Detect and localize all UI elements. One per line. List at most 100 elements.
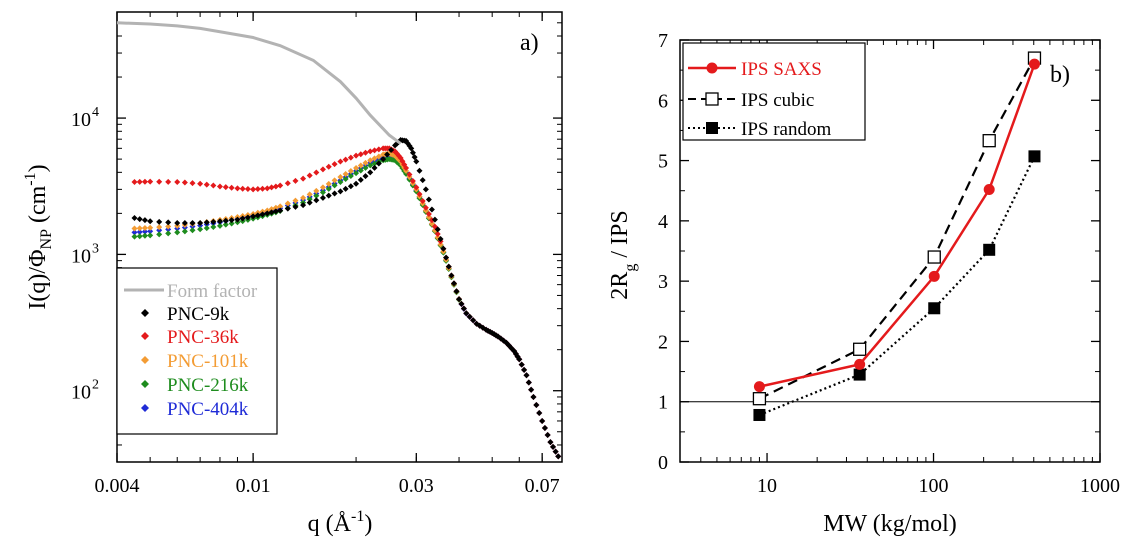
- data-point-pnc-9k: [264, 210, 271, 217]
- data-point-pnc-36k: [409, 177, 416, 184]
- data-point-pnc-9k: [131, 214, 138, 221]
- data-point-pnc-101k: [313, 187, 320, 194]
- panel-b-label: b): [1050, 62, 1070, 88]
- data-point-pnc-36k: [181, 179, 188, 186]
- data-point-pnc-9k: [244, 214, 251, 221]
- data-point-pnc-216k: [331, 182, 338, 189]
- data-point-pnc-404k: [136, 228, 143, 235]
- data-point-pnc-36k: [357, 151, 364, 158]
- panel-a-y-tick-label: 10: [71, 245, 91, 267]
- data-point-pnc-9k: [197, 219, 204, 226]
- data-point-pnc-9k: [181, 219, 188, 226]
- panel-a-label: a): [520, 30, 539, 56]
- legend-pnc-101k-label: PNC-101k: [167, 351, 249, 372]
- data-point-pnc-216k: [174, 229, 181, 236]
- data-point-pnc-9k: [460, 305, 467, 312]
- data-point-pnc-36k: [367, 148, 374, 155]
- data-point-pnc-9k: [523, 372, 530, 379]
- data-point-pnc-101k: [331, 177, 338, 184]
- data-point-pnc-101k: [277, 203, 284, 210]
- data-point-pnc-9k: [239, 215, 246, 222]
- data-point-pnc-36k: [331, 161, 338, 168]
- data-point-pnc-9k: [357, 176, 364, 183]
- data-point-pnc-9k: [272, 208, 279, 215]
- data-point-pnc-9k: [371, 164, 378, 171]
- data-point-pnc-36k: [131, 178, 138, 185]
- data-point-pnc-9k: [528, 386, 535, 393]
- panel-a-y-tick-exponent: 3: [92, 241, 99, 256]
- data-point-pnc-9k: [550, 443, 557, 450]
- data-point-pnc-216k: [131, 233, 138, 240]
- data-point-pnc-36k: [174, 178, 181, 185]
- data-point-pnc-36k: [313, 169, 320, 176]
- data-point-pnc-9k: [547, 439, 554, 446]
- data-point-ips-saxs: [753, 381, 765, 393]
- data-point-pnc-216k: [203, 225, 210, 232]
- data-point-pnc-36k: [337, 158, 344, 165]
- data-point-pnc-216k: [228, 220, 235, 227]
- data-point-pnc-9k: [448, 272, 455, 279]
- data-point-pnc-9k: [443, 254, 450, 261]
- data-point-pnc-9k: [375, 160, 382, 167]
- data-point-pnc-36k: [216, 183, 223, 190]
- panel-b: 10 100 1000 0 1 2 3 4 5 6 7 b) 2Rg / IPS MW (kg/mo…: [607, 30, 1120, 537]
- data-point-pnc-9k: [525, 379, 532, 386]
- data-point-pnc-101k: [347, 168, 354, 175]
- data-point-pnc-101k: [141, 224, 148, 231]
- panel-a-x-tick-label: 0.01: [236, 475, 271, 497]
- data-point-pnc-36k: [203, 181, 210, 188]
- data-point-pnc-36k: [422, 204, 429, 211]
- data-point-pnc-9k: [552, 448, 559, 455]
- data-point-pnc-36k: [416, 191, 423, 198]
- data-point-pnc-216k: [313, 192, 320, 199]
- data-point-pnc-9k: [319, 194, 326, 201]
- data-point-pnc-9k: [228, 217, 235, 224]
- data-point-pnc-101k: [337, 173, 344, 180]
- data-point-pnc-9k: [431, 216, 438, 223]
- data-point-pnc-36k: [413, 184, 420, 191]
- data-point-pnc-216k: [210, 223, 217, 230]
- data-point-ips-saxs: [983, 184, 995, 196]
- data-point-pnc-36k: [434, 230, 441, 237]
- data-point-pnc-9k: [342, 185, 349, 192]
- series-ips-saxs: [753, 58, 1040, 393]
- data-point-pnc-101k: [362, 159, 369, 166]
- panel-a-x-tick-label: 0.03: [399, 475, 434, 497]
- panel-b-y-tick-label: 4: [658, 211, 668, 233]
- data-point-pnc-9k: [434, 226, 441, 233]
- panel-b-y-tick-label: 1: [658, 392, 668, 414]
- data-point-pnc-9k: [250, 213, 257, 220]
- data-point-pnc-36k: [342, 156, 349, 163]
- data-point-pnc-101k: [147, 224, 154, 231]
- data-point-pnc-9k: [367, 169, 374, 176]
- data-point-pnc-101k: [353, 165, 360, 172]
- data-point-pnc-9k: [533, 401, 540, 408]
- data-point-pnc-216k: [147, 232, 154, 239]
- legend-pnc-36k-label: PNC-36k: [167, 327, 239, 348]
- data-point-pnc-9k: [210, 218, 217, 225]
- data-point-pnc-36k: [165, 178, 172, 185]
- data-point-pnc-9k: [530, 393, 537, 400]
- data-point-pnc-36k: [254, 186, 261, 193]
- data-point-pnc-36k: [272, 183, 279, 190]
- data-point-pnc-36k: [419, 197, 426, 204]
- panel-a-x-axis-title: q (Å-1): [308, 508, 373, 537]
- data-point-pnc-9k: [413, 158, 420, 165]
- panel-a-y-tick-exponent: 4: [92, 105, 99, 120]
- data-point-pnc-36k: [284, 180, 291, 187]
- data-point-pnc-9k: [284, 205, 291, 212]
- data-point-ips-saxs: [854, 358, 866, 370]
- data-point-pnc-9k: [422, 186, 429, 193]
- data-point-pnc-101k: [136, 225, 143, 232]
- data-point-pnc-101k: [319, 184, 326, 191]
- data-point-ips-random: [983, 243, 996, 256]
- data-point-ips-cubic: [853, 342, 867, 356]
- data-point-pnc-9k: [518, 361, 525, 368]
- data-point-pnc-9k: [331, 190, 338, 197]
- data-point-pnc-36k: [239, 185, 246, 192]
- panel-b-x-tick-label: 10: [757, 475, 777, 497]
- data-point-pnc-9k: [384, 151, 391, 158]
- data-point-pnc-9k: [292, 203, 299, 210]
- panel-a-y-tick-exponent: 2: [92, 378, 99, 393]
